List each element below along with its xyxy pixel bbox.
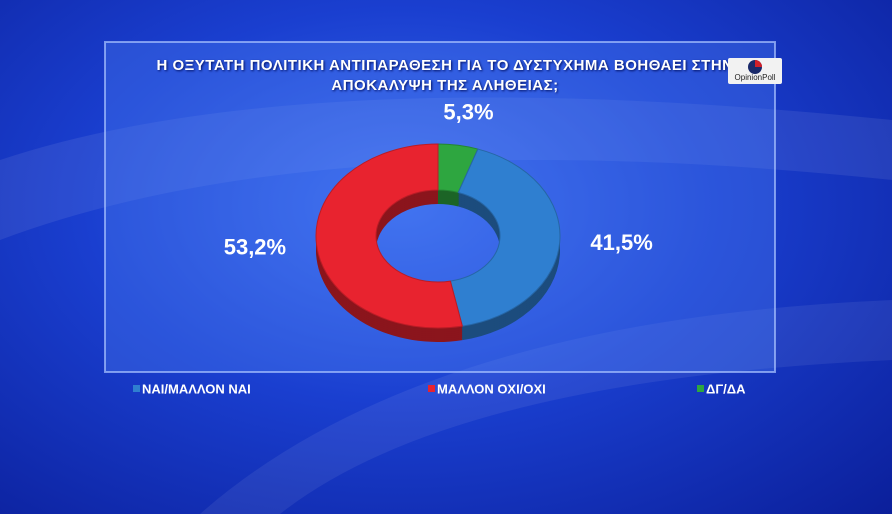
value-label: 53,2% (224, 234, 286, 259)
logo-icon (748, 60, 762, 74)
value-label: 5,3% (443, 100, 493, 125)
legend-label: ΝΑΙ/ΜΑΛΛΟΝ ΝΑΙ (142, 381, 251, 396)
slice (315, 143, 463, 329)
legend-swatch (428, 385, 435, 392)
legend-swatch (697, 385, 704, 392)
legend-label: ΜΑΛΛΟΝ ΟΧΙ/ΟΧΙ (437, 381, 546, 396)
legend-swatch (133, 385, 140, 392)
logo: OpinionPoll (728, 58, 782, 84)
value-label: 41,5% (590, 230, 652, 255)
chart-title: Η ΟΞΥΤΑΤΗ ΠΟΛΙΤΙΚΗ ΑΝΤΙΠΑΡΑΘΕΣΗ ΓΙΑ ΤΟ Δ… (156, 57, 734, 94)
legend-label: ΔΓ/ΔΑ (706, 381, 746, 396)
background-swoosh (0, 97, 892, 240)
background-swoosh (200, 300, 892, 514)
panel (104, 41, 776, 373)
logo-text: OpinionPoll (734, 73, 776, 82)
slice (449, 148, 561, 327)
